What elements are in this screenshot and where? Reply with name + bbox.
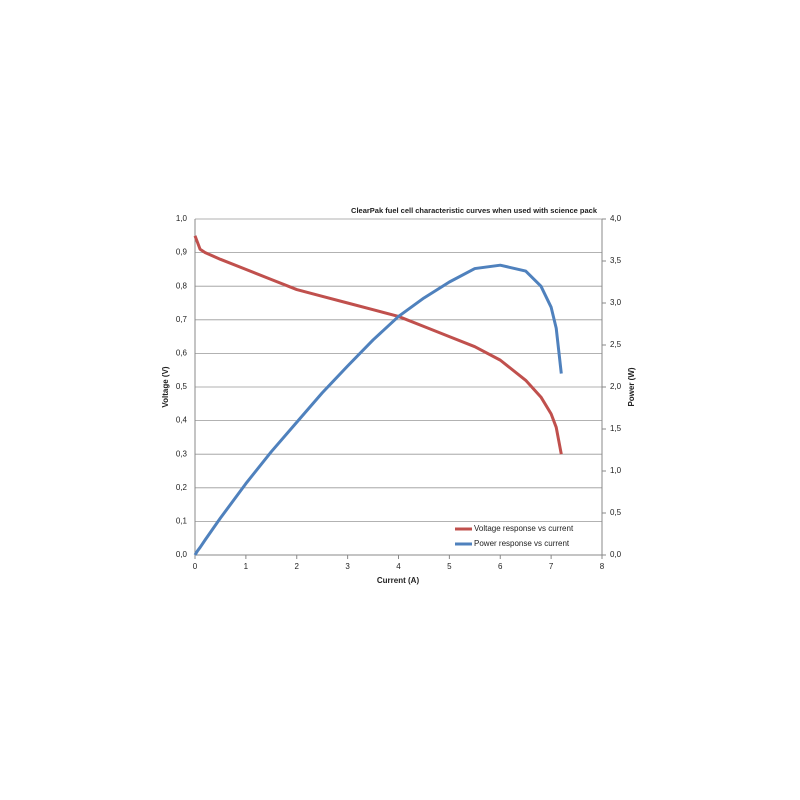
x-tick-label: 7 (549, 562, 554, 571)
x-tick-label: 2 (295, 562, 300, 571)
y2-tick-label: 0,5 (610, 508, 622, 517)
y-tick-label: 0,5 (176, 382, 188, 391)
x-tick-label: 4 (396, 562, 401, 571)
y2-tick-label: 4,0 (610, 214, 622, 223)
chart-title: ClearPak fuel cell characteristic curves… (351, 206, 598, 215)
y-tick-label: 0,8 (176, 281, 188, 290)
y-tick-label: 0,3 (176, 449, 188, 458)
x-tick-label: 0 (193, 562, 198, 571)
y2-tick-label: 2,0 (610, 382, 622, 391)
legend-label: Voltage response vs current (474, 524, 574, 533)
y-tick-label: 0,0 (176, 550, 188, 559)
x-tick-label: 3 (345, 562, 350, 571)
y2-tick-label: 3,0 (610, 298, 622, 307)
y-axis-label: Voltage (V) (161, 366, 170, 408)
y2-tick-label: 0,0 (610, 550, 622, 559)
x-tick-label: 6 (498, 562, 503, 571)
x-axis-label: Current (A) (377, 576, 420, 585)
y2-tick-label: 1,5 (610, 424, 622, 433)
y2-tick-label: 2,5 (610, 340, 622, 349)
y-tick-label: 1,0 (176, 214, 188, 223)
y-tick-label: 0,4 (176, 416, 188, 425)
series-line (193, 263, 563, 556)
y-tick-label: 0,2 (176, 483, 188, 492)
x-tick-label: 1 (244, 562, 249, 571)
y-tick-label: 0,6 (176, 349, 188, 358)
y-tick-label: 0,7 (176, 315, 188, 324)
x-tick-label: 5 (447, 562, 452, 571)
y-tick-label: 0,1 (176, 517, 188, 526)
y2-tick-label: 3,5 (610, 256, 622, 265)
y-tick-label: 0,9 (176, 248, 188, 257)
series-line (193, 235, 563, 455)
y2-axis-label: Power (W) (627, 367, 636, 406)
x-tick-label: 8 (600, 562, 605, 571)
legend-label: Power response vs current (474, 539, 570, 548)
y2-tick-label: 1,0 (610, 466, 622, 475)
